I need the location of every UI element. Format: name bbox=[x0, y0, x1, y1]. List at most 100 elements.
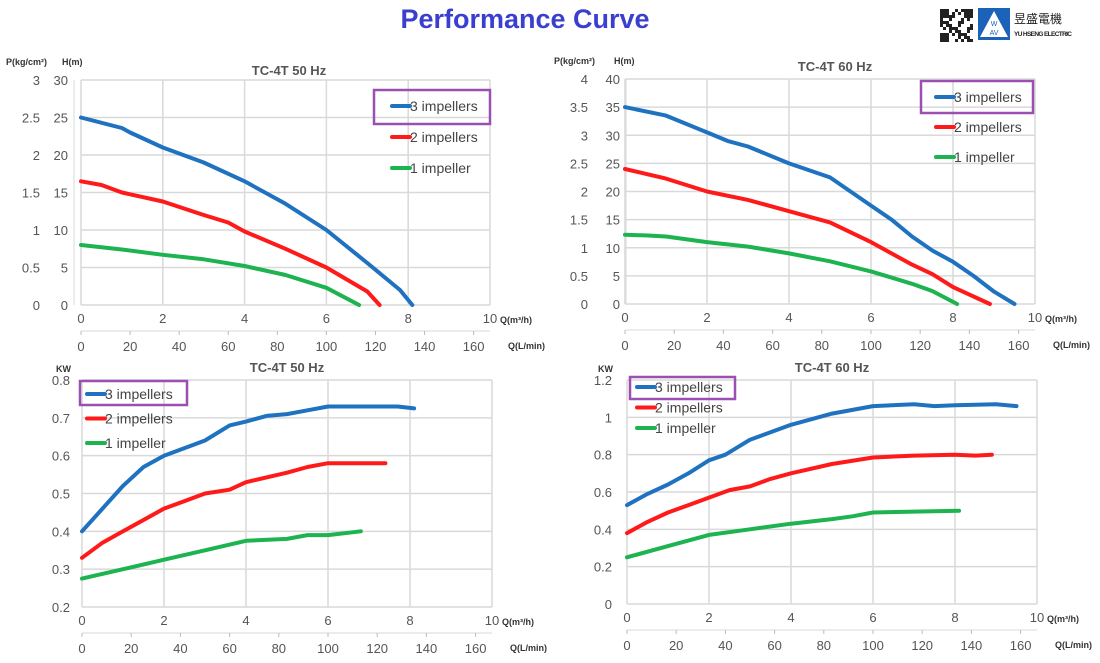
qr-module bbox=[949, 27, 952, 30]
qr-module bbox=[940, 24, 943, 27]
x2-tick-label: 120 bbox=[909, 338, 931, 353]
qr-module bbox=[946, 9, 949, 12]
x2-tick-label: 120 bbox=[366, 641, 388, 656]
qr-module bbox=[946, 21, 949, 24]
qr-module bbox=[940, 36, 943, 39]
qr-module bbox=[946, 33, 949, 36]
legend-label: 2 impellers bbox=[105, 411, 173, 427]
x2-tick-label: 40 bbox=[716, 338, 730, 353]
y-tick-label: 1 bbox=[605, 410, 612, 425]
x2-tick-label: 100 bbox=[317, 641, 339, 656]
qr-module bbox=[970, 12, 973, 15]
y-tick-label: 20 bbox=[54, 148, 68, 163]
qr-module bbox=[952, 12, 955, 15]
x2-axis-label: Q(L/min) bbox=[508, 341, 545, 351]
series-line-3-impellers bbox=[79, 115, 415, 307]
qr-module bbox=[961, 18, 964, 21]
y-tick-label: 35 bbox=[606, 100, 620, 115]
chart-title: TC-4T 50 Hz bbox=[252, 63, 327, 78]
y-tick-label: 0.2 bbox=[594, 560, 612, 575]
x2-tick-label: 20 bbox=[123, 339, 137, 354]
x-tick-label: 10 bbox=[1028, 310, 1042, 325]
legend-label: 3 impellers bbox=[105, 386, 173, 402]
series-line-3-impellers bbox=[625, 402, 1019, 508]
x-axis-label: Q(m³/h) bbox=[500, 315, 532, 325]
qr-module bbox=[940, 9, 943, 12]
legend-label: 1 impeller bbox=[954, 149, 1015, 165]
qr-module bbox=[943, 36, 946, 39]
series-line-3-impellers bbox=[80, 404, 417, 534]
y-tick-label: 5 bbox=[613, 269, 620, 284]
chart-3: TC-4T 50 Hz 0.2 0.3 0.4 0.5 0.6 0.7 0.8 0 2 4 6 8 10 K… bbox=[52, 360, 547, 656]
y2-tick-label: 1.5 bbox=[22, 186, 40, 201]
legend-label: 2 impellers bbox=[954, 119, 1022, 135]
qr-module bbox=[970, 9, 973, 12]
y-tick-label: 0 bbox=[613, 297, 620, 312]
x-tick-label: 2 bbox=[705, 610, 712, 625]
x2-tick-label: 80 bbox=[270, 339, 284, 354]
y-tick-label: 0.4 bbox=[52, 524, 70, 539]
x2-tick-label: 40 bbox=[173, 641, 187, 656]
y2-tick-label: 1 bbox=[581, 241, 588, 256]
series-line-1-impeller bbox=[625, 508, 962, 560]
x-tick-label: 8 bbox=[949, 310, 956, 325]
qr-module bbox=[967, 18, 970, 21]
qr-module bbox=[952, 15, 955, 18]
page-title: Performance Curve bbox=[400, 4, 650, 34]
x2-tick-label: 0 bbox=[623, 638, 630, 653]
qr-module bbox=[961, 9, 964, 12]
x-tick-label: 10 bbox=[485, 613, 499, 628]
x2-tick-label: 0 bbox=[621, 338, 628, 353]
qr-module bbox=[967, 27, 970, 30]
qr-module bbox=[943, 21, 946, 24]
x2-tick-label: 20 bbox=[124, 641, 138, 656]
x-tick-label: 6 bbox=[867, 310, 874, 325]
qr-module bbox=[946, 24, 949, 27]
x-axis-label: Q(m³/h) bbox=[502, 617, 534, 627]
y2-tick-label: 3.5 bbox=[570, 100, 588, 115]
y-tick-label: 0.2 bbox=[52, 600, 70, 615]
y2-tick-label: 1.5 bbox=[570, 213, 588, 228]
y-tick-label: 0.8 bbox=[594, 448, 612, 463]
x-tick-label: 0 bbox=[77, 311, 84, 326]
series-line-2-impellers bbox=[79, 179, 382, 307]
x-tick-label: 8 bbox=[405, 311, 412, 326]
x2-tick-label: 100 bbox=[860, 338, 882, 353]
legend-highlight-box bbox=[628, 375, 737, 401]
qr-module bbox=[946, 36, 949, 39]
qr-module bbox=[943, 33, 946, 36]
x-tick-label: 6 bbox=[324, 613, 331, 628]
qr-module bbox=[970, 15, 973, 18]
legend: 3 impellers 2 impellers 1 impeller bbox=[919, 79, 1035, 165]
qr-module bbox=[967, 39, 970, 42]
y-tick-label: 0.3 bbox=[52, 562, 70, 577]
x2-tick-label: 60 bbox=[222, 641, 236, 656]
x2-axis-label: Q(L/min) bbox=[1053, 340, 1090, 350]
series-line-1-impeller bbox=[79, 243, 362, 307]
y-tick-label: 0.5 bbox=[52, 487, 70, 502]
x-tick-label: 4 bbox=[787, 610, 794, 625]
qr-module bbox=[964, 12, 967, 15]
y-tick-label: 10 bbox=[606, 241, 620, 256]
x-tick-label: 10 bbox=[483, 311, 497, 326]
y2-tick-label: 3 bbox=[33, 73, 40, 88]
qr-module bbox=[943, 39, 946, 42]
x2-tick-label: 20 bbox=[667, 338, 681, 353]
chart-title: TC-4T 60 Hz bbox=[798, 59, 873, 74]
qr-module bbox=[955, 27, 958, 30]
y2-tick-label: 0 bbox=[33, 298, 40, 313]
legend-label: 2 impellers bbox=[410, 129, 478, 145]
x-axis-label: Q(m³/h) bbox=[1047, 614, 1079, 624]
qr-module bbox=[949, 15, 952, 18]
qr-module bbox=[967, 30, 970, 33]
x-tick-label: 0 bbox=[623, 610, 630, 625]
x2-tick-label: 160 bbox=[1008, 338, 1030, 353]
qr-code-icon bbox=[940, 9, 973, 42]
series-line-2-impellers bbox=[80, 461, 388, 560]
qr-module bbox=[943, 27, 946, 30]
qr-module bbox=[943, 12, 946, 15]
y2-tick-label: 2.5 bbox=[22, 111, 40, 126]
x-tick-label: 0 bbox=[621, 310, 628, 325]
qr-module bbox=[952, 33, 955, 36]
qr-module bbox=[958, 33, 961, 36]
